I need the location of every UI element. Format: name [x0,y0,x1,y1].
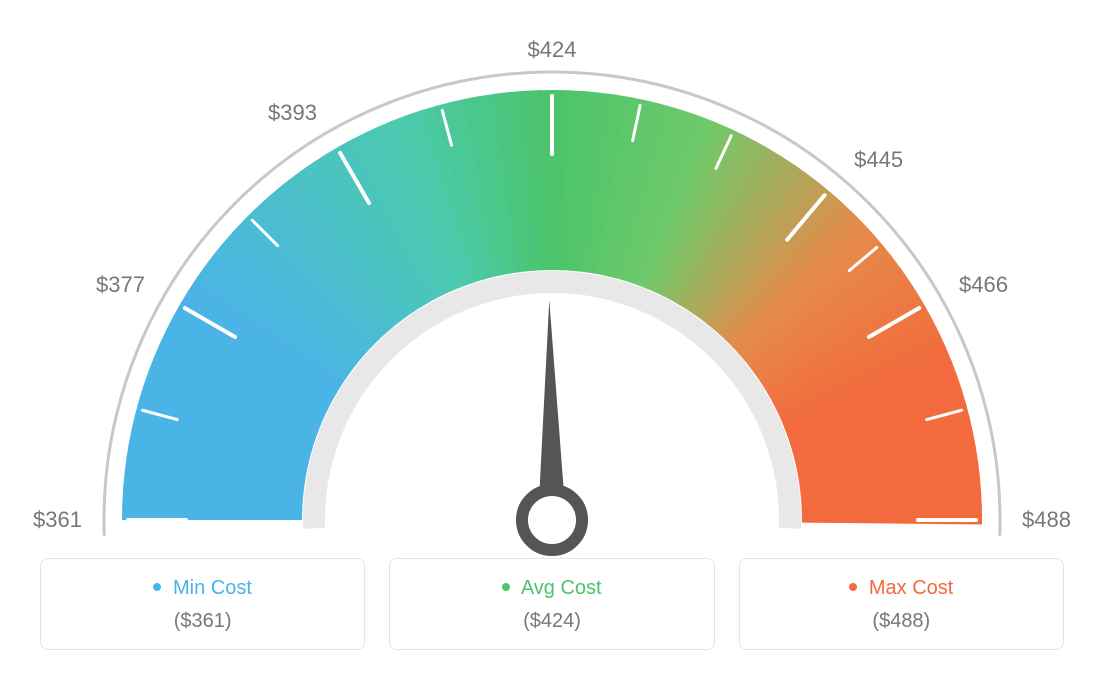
legend-min-title: Min Cost [51,577,354,600]
chart-container: $361 $377 $393 $424 $445 $466 $488 Min Cost ($… [0,0,1104,690]
legend-max-value: ($488) [750,610,1053,633]
gauge-svg: $361 $377 $393 $424 $445 $466 $488 [0,0,1104,560]
legend-min-label: Min Cost [173,577,252,599]
gauge-hub [522,490,582,550]
gauge-tick-label: $377 [96,272,145,297]
legend-card-avg: Avg Cost ($424) [389,558,714,650]
legend-avg-title: Avg Cost [400,577,703,600]
gauge-chart: $361 $377 $393 $424 $445 $466 $488 [0,0,1104,560]
legend-min-dot [153,583,161,591]
gauge-tick-label: $393 [268,100,317,125]
legend-max-label: Max Cost [869,577,953,599]
legend-card-min: Min Cost ($361) [40,558,365,650]
legend-row: Min Cost ($361) Avg Cost ($424) Max Cost… [40,558,1064,650]
legend-avg-label: Avg Cost [521,577,602,599]
gauge-tick-label: $466 [959,272,1008,297]
legend-min-value: ($361) [51,610,354,633]
legend-avg-dot [502,583,510,591]
legend-max-dot [849,583,857,591]
legend-card-max: Max Cost ($488) [739,558,1064,650]
gauge-tick-label: $424 [528,37,577,62]
legend-avg-value: ($424) [400,610,703,633]
legend-max-title: Max Cost [750,577,1053,600]
gauge-tick-label: $445 [854,147,903,172]
gauge-tick-label: $488 [1022,507,1071,532]
gauge-tick-label: $361 [33,507,82,532]
